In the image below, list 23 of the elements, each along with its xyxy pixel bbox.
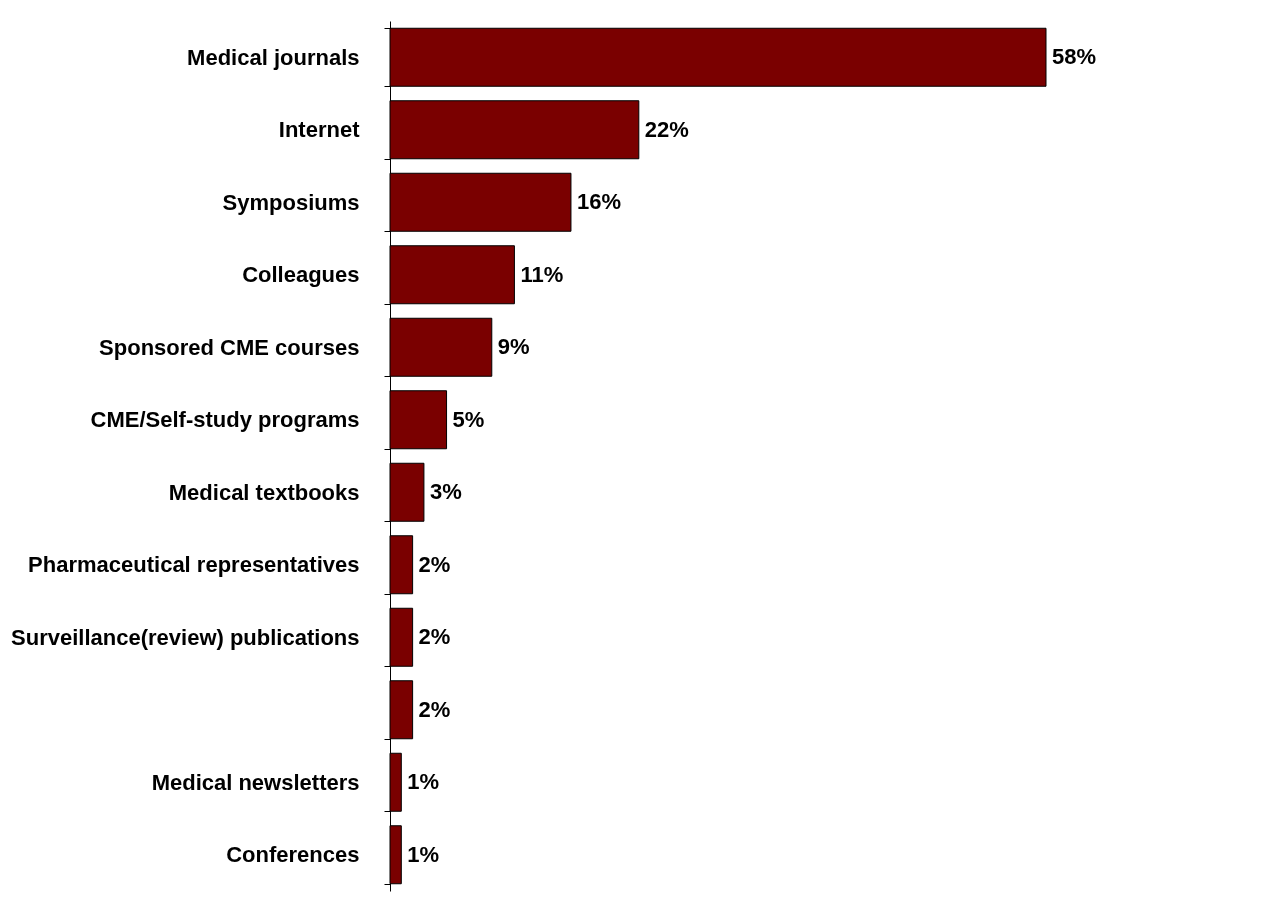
y-tick-label: Sponsored CME courses (99, 334, 360, 360)
data-label: 2% (418, 551, 451, 577)
data-label: 3% (429, 479, 462, 505)
data-label: 9% (497, 334, 530, 360)
data-label: 5% (452, 406, 485, 432)
y-tick-label: Symposiums (222, 189, 360, 215)
data-label: 1% (407, 769, 440, 795)
data-label: 1% (407, 841, 440, 867)
y-tick-label: Medical newsletters (151, 769, 360, 795)
y-tick-label: Colleagues (242, 262, 360, 288)
data-label: 22% (644, 116, 689, 142)
data-label: 16% (576, 189, 622, 215)
y-tick-label: Medical journals (187, 44, 360, 70)
y-tick-label: CME/Self-study programs (90, 407, 360, 433)
data-label: 2% (418, 624, 451, 650)
y-tick-label: Medical textbooks (168, 479, 360, 505)
data-label: 58% (1052, 44, 1097, 70)
data-label: 2% (418, 696, 451, 722)
y-tick-label: Internet (278, 117, 361, 143)
data-label: 11% (520, 261, 564, 287)
y-tick-label: Pharmaceutical representatives (28, 552, 360, 578)
y-tick-label: Conferences (226, 842, 360, 868)
y-tick-label: Surveillance(review) publications (11, 624, 360, 650)
